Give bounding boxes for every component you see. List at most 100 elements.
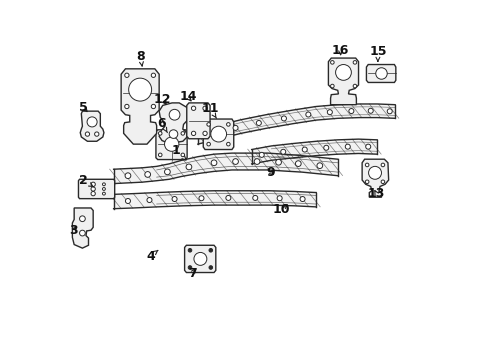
Polygon shape: [359, 104, 376, 118]
Polygon shape: [284, 154, 301, 172]
Circle shape: [185, 164, 191, 170]
Polygon shape: [78, 179, 115, 199]
Polygon shape: [113, 168, 128, 184]
Polygon shape: [267, 153, 284, 171]
Circle shape: [191, 106, 195, 111]
Circle shape: [206, 142, 210, 146]
Circle shape: [164, 169, 170, 175]
Circle shape: [330, 60, 333, 64]
Circle shape: [94, 132, 99, 136]
Text: 5: 5: [80, 101, 88, 114]
Text: 11: 11: [201, 103, 219, 118]
Circle shape: [367, 108, 372, 113]
Polygon shape: [337, 139, 358, 154]
Text: 8: 8: [136, 50, 144, 66]
Circle shape: [386, 109, 391, 114]
Polygon shape: [231, 153, 249, 170]
Circle shape: [181, 153, 184, 157]
Polygon shape: [159, 103, 188, 143]
Circle shape: [208, 248, 212, 252]
Circle shape: [232, 159, 238, 165]
Polygon shape: [293, 141, 316, 158]
Circle shape: [181, 132, 184, 135]
Circle shape: [368, 166, 381, 179]
Circle shape: [169, 109, 180, 120]
Polygon shape: [198, 126, 217, 144]
Circle shape: [280, 149, 285, 154]
Polygon shape: [128, 168, 142, 183]
Text: 4: 4: [146, 249, 158, 262]
Circle shape: [335, 64, 351, 80]
Circle shape: [254, 159, 260, 165]
Circle shape: [365, 163, 368, 167]
Polygon shape: [328, 58, 358, 105]
Circle shape: [194, 252, 206, 265]
Circle shape: [352, 60, 356, 64]
Circle shape: [206, 123, 210, 126]
Circle shape: [380, 163, 384, 167]
Polygon shape: [183, 191, 214, 206]
Polygon shape: [265, 110, 292, 129]
Polygon shape: [169, 160, 182, 179]
Polygon shape: [316, 140, 337, 156]
Polygon shape: [292, 107, 316, 124]
Polygon shape: [362, 159, 388, 197]
Circle shape: [365, 180, 368, 184]
Polygon shape: [249, 153, 267, 170]
Polygon shape: [142, 166, 156, 182]
Circle shape: [188, 248, 191, 252]
Polygon shape: [156, 192, 183, 207]
Polygon shape: [244, 191, 269, 205]
Circle shape: [91, 187, 95, 191]
Circle shape: [305, 112, 310, 117]
Circle shape: [210, 126, 226, 142]
Polygon shape: [72, 208, 93, 248]
Polygon shape: [271, 143, 293, 160]
Circle shape: [348, 109, 353, 113]
Circle shape: [211, 131, 216, 136]
Text: 13: 13: [367, 187, 385, 200]
Circle shape: [252, 195, 257, 201]
Circle shape: [330, 84, 333, 88]
Circle shape: [295, 161, 301, 166]
Polygon shape: [301, 156, 323, 174]
Circle shape: [352, 84, 356, 88]
Circle shape: [91, 182, 95, 186]
Text: 2: 2: [80, 174, 93, 187]
Circle shape: [124, 73, 129, 77]
Circle shape: [226, 123, 230, 126]
Polygon shape: [376, 104, 394, 118]
Text: 3: 3: [69, 224, 77, 238]
Circle shape: [164, 137, 179, 151]
Text: 14: 14: [179, 90, 196, 103]
Circle shape: [158, 132, 162, 135]
Circle shape: [151, 104, 155, 109]
Circle shape: [102, 188, 105, 190]
Circle shape: [277, 196, 282, 201]
Polygon shape: [113, 194, 133, 209]
Circle shape: [326, 110, 332, 115]
Polygon shape: [156, 130, 187, 159]
Circle shape: [128, 78, 151, 101]
Text: 10: 10: [272, 203, 289, 216]
Polygon shape: [214, 191, 244, 205]
Polygon shape: [203, 119, 233, 149]
Circle shape: [124, 104, 129, 109]
Polygon shape: [323, 158, 337, 176]
Polygon shape: [316, 105, 337, 120]
Circle shape: [102, 192, 105, 195]
Circle shape: [323, 145, 328, 150]
Circle shape: [203, 106, 207, 111]
Circle shape: [80, 230, 85, 236]
Circle shape: [225, 195, 230, 201]
Circle shape: [281, 116, 286, 121]
Polygon shape: [182, 157, 198, 176]
Polygon shape: [186, 103, 210, 139]
Circle shape: [316, 163, 322, 168]
Circle shape: [275, 159, 281, 165]
Circle shape: [172, 197, 177, 202]
Circle shape: [102, 183, 105, 186]
Circle shape: [87, 117, 97, 127]
Polygon shape: [358, 139, 376, 154]
Circle shape: [199, 196, 203, 201]
